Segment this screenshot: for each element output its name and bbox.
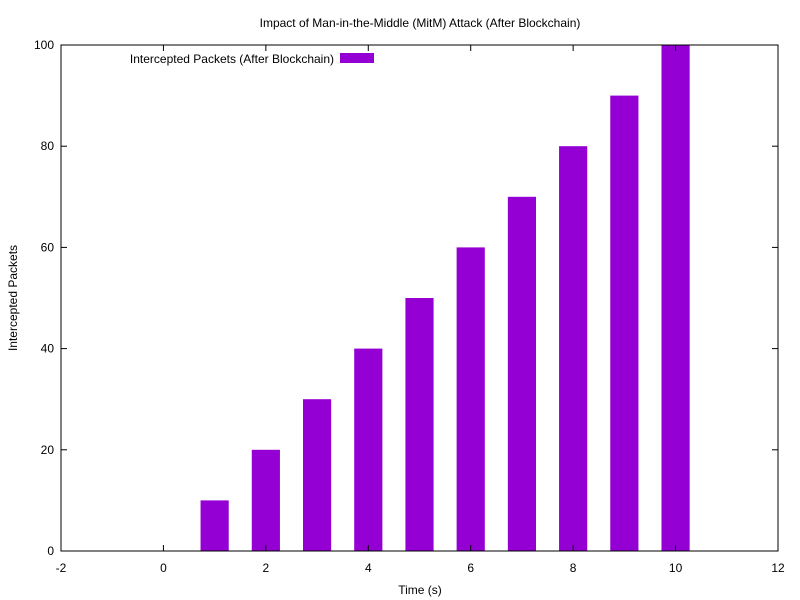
x-tick-label: 0 [160,561,167,575]
bar [302,399,332,551]
bar [251,449,280,551]
plot-frame [60,44,779,552]
y-tick-label: 0 [47,544,54,558]
y-tick-label: 80 [41,139,55,153]
y-tick-label: 40 [41,342,55,356]
bar [405,298,434,551]
x-tick-label: -2 [56,561,67,575]
bar [456,247,485,551]
x-tick-label: 2 [263,561,270,575]
x-tick-label: 8 [570,561,577,575]
x-tick-label: 6 [467,561,474,575]
bar-series [200,45,690,552]
bar [610,95,639,551]
legend-swatch [340,53,374,63]
y-axis-label: Intercepted Packets [6,245,20,351]
x-axis-label: Time (s) [398,583,442,597]
x-tick-label: 12 [771,561,785,575]
bar [507,196,537,552]
bar [200,500,229,551]
x-tick-label: 4 [365,561,372,575]
bar [559,146,588,551]
bar [661,45,690,551]
y-tick-label: 20 [41,443,55,457]
y-tick-label: 100 [34,38,54,52]
legend-label: Intercepted Packets (After Blockchain) [130,52,334,66]
y-tick-label: 60 [41,240,55,254]
chart-title: Impact of Man-in-the-Middle (MitM) Attac… [260,16,581,30]
legend: Intercepted Packets (After Blockchain) [130,52,374,66]
x-tick-label: 10 [669,561,683,575]
bar [354,348,383,551]
